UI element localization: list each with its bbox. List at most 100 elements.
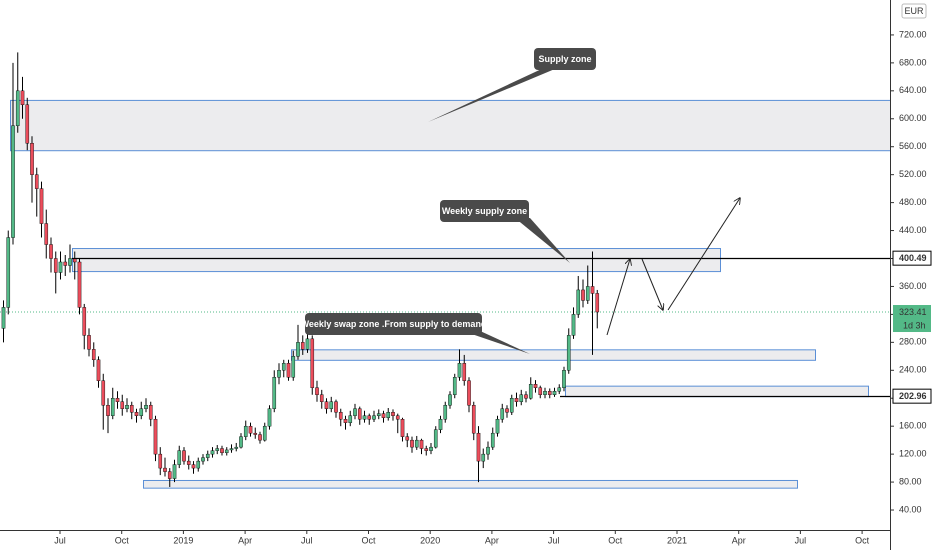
candle-body bbox=[305, 338, 310, 350]
candle-body bbox=[410, 439, 414, 448]
candle-body bbox=[595, 293, 600, 313]
candle-body bbox=[224, 449, 229, 453]
candle-body bbox=[334, 401, 338, 413]
candle-body bbox=[134, 412, 139, 416]
y-tick-label: 360.00 bbox=[899, 281, 927, 291]
y-tick-label: 600.00 bbox=[899, 113, 927, 123]
candle-body bbox=[533, 384, 538, 388]
candle-body bbox=[547, 391, 552, 395]
candle-body bbox=[509, 398, 514, 413]
y-tick-label: 480.00 bbox=[899, 197, 927, 207]
candle-body bbox=[519, 394, 524, 402]
axis-bg bbox=[890, 0, 932, 550]
candle-body bbox=[125, 405, 129, 409]
candle-body bbox=[277, 370, 281, 378]
candle-body bbox=[34, 174, 39, 189]
x-tick-label: Jul bbox=[54, 535, 66, 545]
candle-body bbox=[201, 457, 205, 462]
y-tick-label: 560.00 bbox=[899, 141, 927, 151]
candle-body bbox=[400, 418, 405, 437]
candle-body bbox=[353, 408, 357, 416]
candle-body bbox=[267, 408, 272, 427]
candle-body bbox=[543, 391, 547, 395]
level-label-box bbox=[892, 388, 932, 404]
candle-body bbox=[58, 261, 63, 273]
candle-body bbox=[82, 307, 87, 336]
candle-body bbox=[395, 415, 400, 420]
y-tick-label: 240.00 bbox=[899, 365, 927, 375]
callout bbox=[534, 48, 596, 70]
candle-body bbox=[362, 415, 367, 420]
candle-body bbox=[182, 450, 186, 462]
candle-body bbox=[229, 448, 234, 451]
candle-body bbox=[177, 450, 182, 465]
candle-body bbox=[115, 398, 120, 402]
candle-body bbox=[552, 391, 557, 395]
y-tick-label: 520.00 bbox=[899, 169, 927, 179]
y-tick-label: 720.00 bbox=[899, 29, 927, 39]
x-axis-bg bbox=[0, 530, 890, 550]
callout-tail bbox=[460, 330, 530, 354]
candle-body bbox=[53, 258, 58, 273]
x-tick-label: Apr bbox=[732, 535, 746, 545]
candle-body bbox=[524, 394, 528, 399]
candle-body bbox=[338, 412, 343, 420]
candle-body bbox=[438, 418, 443, 430]
candle-body bbox=[329, 401, 334, 409]
candle-body bbox=[386, 412, 391, 418]
callout-tail bbox=[515, 218, 570, 263]
candle-body bbox=[106, 405, 110, 416]
candle-body bbox=[49, 244, 53, 259]
candle-body bbox=[448, 394, 452, 406]
candle-body bbox=[514, 398, 519, 402]
candle-body bbox=[1, 307, 6, 329]
candle-body bbox=[110, 398, 115, 416]
candle-body bbox=[186, 460, 191, 465]
candle-body bbox=[310, 338, 315, 388]
candle-body bbox=[87, 335, 91, 350]
candle-body bbox=[452, 377, 457, 395]
candle-body bbox=[319, 394, 324, 402]
candle-body bbox=[239, 436, 243, 448]
candle-body bbox=[91, 349, 96, 361]
candle-body bbox=[234, 446, 239, 449]
x-tick-label: Apr bbox=[485, 535, 499, 545]
candle-body bbox=[281, 363, 286, 371]
x-tick-label: 2019 bbox=[173, 535, 193, 545]
candle-body bbox=[286, 363, 291, 378]
currency-box bbox=[901, 3, 927, 19]
zone bbox=[143, 479, 798, 489]
candle-body bbox=[376, 413, 381, 416]
candle-body bbox=[243, 425, 248, 437]
candle-body bbox=[129, 405, 134, 413]
candle-body bbox=[528, 384, 533, 399]
candle-body bbox=[585, 286, 590, 301]
candle-body bbox=[144, 405, 148, 409]
x-tick-label: Oct bbox=[115, 535, 130, 545]
callout-text: Weekly swap zone .From supply to demand bbox=[301, 319, 487, 329]
zone bbox=[10, 99, 891, 152]
x-tick-label: Oct bbox=[361, 535, 376, 545]
candle-body bbox=[462, 363, 467, 381]
candle-body bbox=[205, 453, 210, 458]
candle-body bbox=[11, 125, 15, 238]
candle-body bbox=[476, 432, 481, 462]
candle-body bbox=[557, 387, 562, 392]
candle-body bbox=[296, 342, 300, 357]
zone bbox=[72, 248, 721, 273]
candle-body bbox=[372, 415, 376, 420]
candle-body bbox=[158, 453, 163, 469]
candle-body bbox=[253, 432, 258, 435]
candle-body bbox=[77, 261, 82, 308]
candle-body bbox=[419, 439, 424, 449]
candle-body bbox=[191, 464, 196, 469]
x-tick-label: Oct bbox=[855, 535, 870, 545]
x-tick-label: 2020 bbox=[420, 535, 440, 545]
candle-body bbox=[500, 408, 505, 420]
candle-body bbox=[101, 380, 106, 406]
currency: EUR bbox=[904, 6, 924, 16]
candle-body bbox=[381, 413, 386, 418]
zone bbox=[565, 385, 869, 398]
projection-arrow bbox=[641, 258, 663, 310]
